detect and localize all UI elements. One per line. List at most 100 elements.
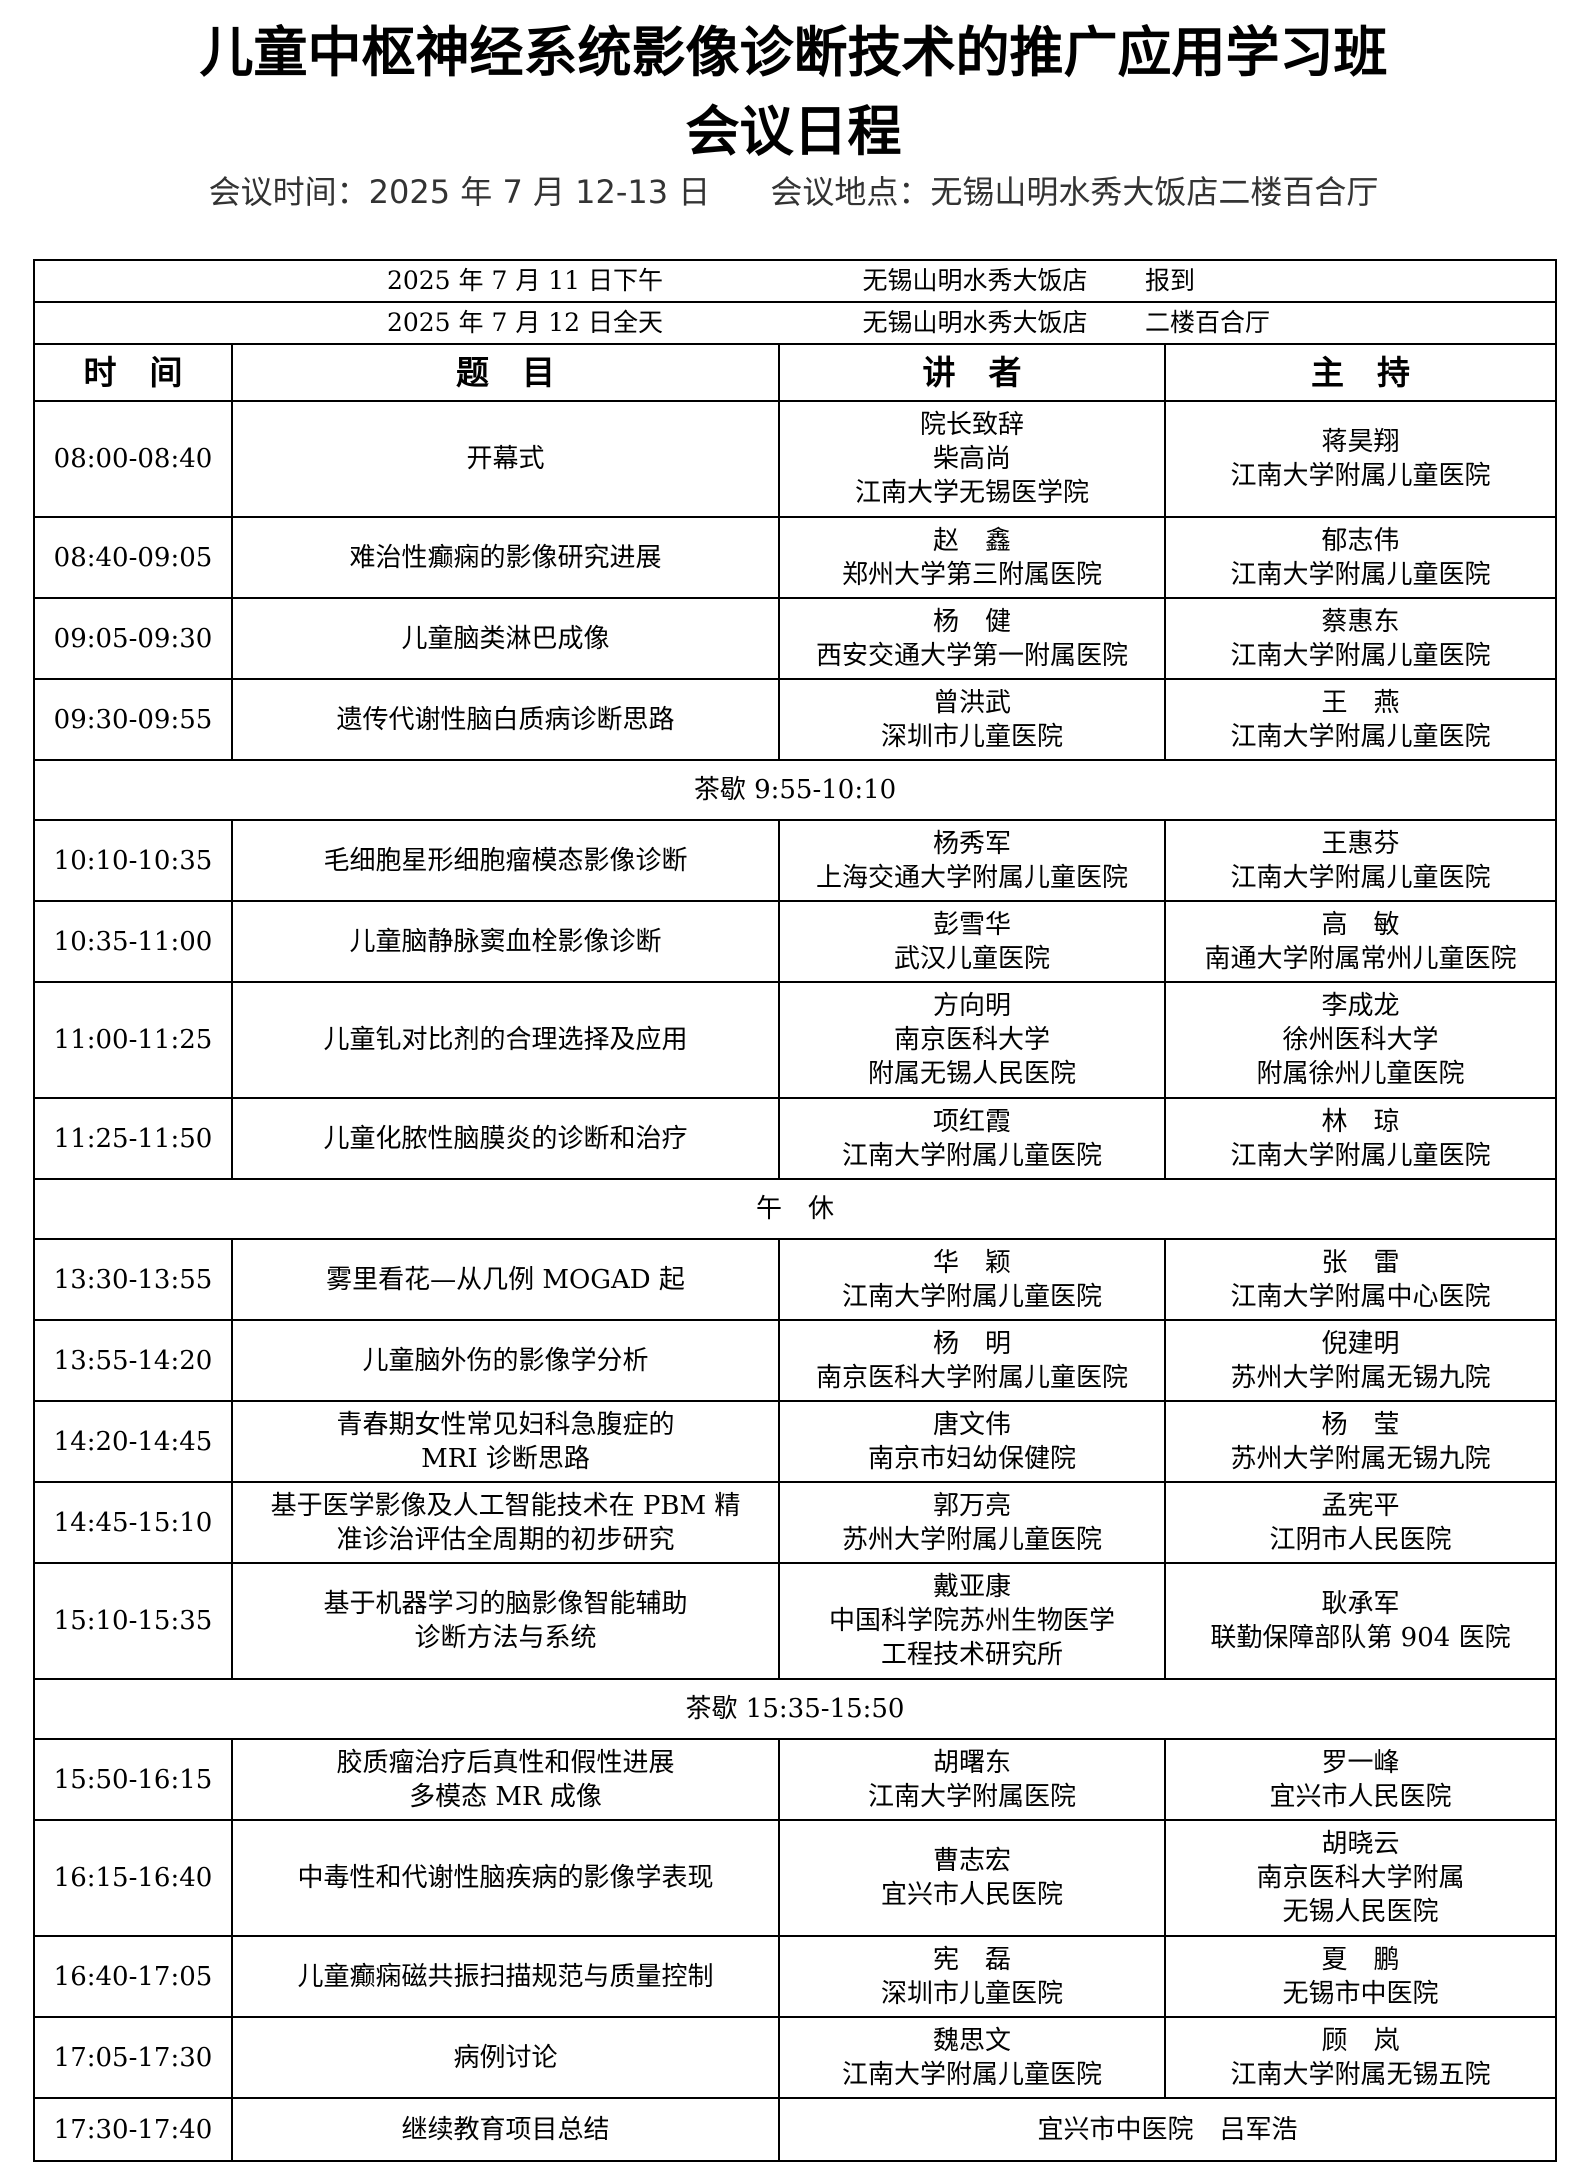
topic-line: 胶质瘤治疗后真性和假性进展 (336, 1747, 675, 1778)
time-cell: 08:40-09:05 (33, 516, 233, 599)
topic-cell: 难治性癫痫的影像研究进展 (231, 516, 780, 599)
host-line: 倪建明 (1321, 1328, 1400, 1359)
header-row: 时 间题 目讲 者主 持 (33, 343, 1557, 402)
topic-line: 准诊治评估全周期的初步研究 (336, 1524, 675, 1555)
speaker-cell: 彭雪华 武汉儿童医院 (778, 900, 1166, 983)
speaker-line: 杨秀军 (932, 828, 1011, 859)
session-row: 16:40-17:05 儿童癫痫磁共振扫描规范与质量控制 宪 磊深圳市儿童医院夏 鹏… (33, 1935, 1557, 2018)
speaker-line: 中国科学院苏州生物医学 (828, 1606, 1115, 1636)
host-cell: 张 雷江南大学附属中心医院 (1164, 1238, 1557, 1321)
topic-line: 开幕式 (466, 444, 545, 474)
host-line: 江南大学附属儿童医院 (1230, 1140, 1491, 1171)
speaker-line: 苏州大学附属儿童医院 (841, 1524, 1102, 1555)
topic-line: 基于机器学习的脑影像智能辅助 (323, 1589, 688, 1619)
break-row: 午 休 (33, 1178, 1557, 1240)
topic-line: 儿童化脓性脑膜炎的诊断和治疗 (323, 1123, 688, 1154)
topic-cell: 遗传代谢性脑白质病诊断思路 (231, 678, 780, 761)
topic-cell: 儿童脑类淋巴成像 (231, 597, 780, 680)
notice-text: 2025 年 7 月 12 日全天 (386, 308, 664, 337)
topic-cell: 病例讨论 (231, 2016, 780, 2099)
session-row: 13:30-13:55 雾里看花—从几例 MOGAD 起 华 颖江南大学附属儿童医院… (33, 1238, 1557, 1321)
speaker-cell: 魏思文 江南大学附属儿童医院 (778, 2016, 1166, 2099)
host-line: 蒋昊翔 (1321, 427, 1400, 457)
speaker-cell: 方向明 南京医科大学 附属无锡人民医院 (778, 981, 1166, 1099)
speaker-line: 南京医科大学附属儿童医院 (815, 1362, 1128, 1393)
topic-cell: 开幕式 (231, 400, 780, 518)
speaker-line: 胡曙东 (932, 1747, 1011, 1778)
time-cell: 13:30-13:55 (33, 1238, 233, 1321)
time-cell: 10:35-11:00 (33, 900, 233, 983)
host-cell: 耿承军 联勤保障部队第 904 医院 (1164, 1562, 1557, 1680)
host-line: 南通大学附属常州儿童医院 (1204, 943, 1517, 974)
notice-row: 2025 年 7 月 11 日下午 无锡山明水秀大饭店 报到 (33, 259, 1557, 303)
time-cell: 10:10-10:35 (33, 819, 233, 902)
host-cell: 王惠芬 江南大学附属儿童医院 (1164, 819, 1557, 902)
host-line: 耿承军 (1321, 1589, 1400, 1619)
time-cell: 15:50-16:15 (33, 1738, 233, 1821)
speaker-cell: 赵 鑫郑州大学第三附属医院 (778, 516, 1166, 599)
time-cell: 09:05-09:30 (33, 597, 233, 680)
host-line: 苏州大学附属无锡九院 (1230, 1443, 1491, 1474)
speaker-line: 柴高尚 (932, 444, 1011, 474)
topic-cell: 基于医学影像及人工智能技术在 PBM 精准诊治评估全周期的初步研究 (231, 1481, 780, 1564)
host-cell: 胡晓云 南京医科大学附属 无锡人民医院 (1164, 1819, 1557, 1937)
break-cell: 茶歇 9:55-10:10 (33, 759, 1557, 821)
notice-text: 二楼百合厅 (1145, 308, 1271, 337)
speaker-cell: 华 颖江南大学附属儿童医院 (778, 1238, 1166, 1321)
speaker-cell: 杨 明南京医科大学附属儿童医院 (778, 1319, 1166, 1402)
speaker-line: 西安交通大学第一附属医院 (815, 640, 1128, 671)
meeting-info: 会议时间：2025 年 7 月 12-13 日 会议地点：无锡山明水秀大饭店二楼百… (0, 170, 1587, 214)
speaker-line: 杨 明 (932, 1328, 1011, 1359)
topic-line: 病例讨论 (453, 2042, 558, 2073)
speaker-cell: 宪 磊深圳市儿童医院 (778, 1935, 1166, 2018)
topic-line: 儿童钆对比剂的合理选择及应用 (323, 1025, 688, 1055)
speaker-cell: 郭万亮 苏州大学附属儿童医院 (778, 1481, 1166, 1564)
speaker-line: 江南大学附属医院 (867, 1781, 1076, 1812)
topic-line: 儿童脑外伤的影像学分析 (362, 1345, 649, 1376)
host-cell: 李成龙 徐州医科大学 附属徐州儿童医院 (1164, 981, 1557, 1099)
host-line: 王惠芬 (1321, 828, 1400, 859)
session-row: 11:00-11:25 儿童钆对比剂的合理选择及应用 方向明 南京医科大学 附属无锡人民… (33, 981, 1557, 1099)
host-line: 孟宪平 (1321, 1490, 1400, 1521)
time-cell: 17:05-17:30 (33, 2016, 233, 2099)
host-cell: 罗一峰 宜兴市人民医院 (1164, 1738, 1557, 1821)
time-cell: 09:30-09:55 (33, 678, 233, 761)
host-line: 林 琼 (1321, 1106, 1400, 1137)
host-line: 李成龙 (1321, 991, 1400, 1021)
host-cell: 高 敏南通大学附属常州儿童医院 (1164, 900, 1557, 983)
host-line: 胡晓云 (1321, 1829, 1400, 1859)
speaker-line: 宜兴市人民医院 (880, 1880, 1063, 1910)
session-row: 11:25-11:50 儿童化脓性脑膜炎的诊断和治疗 项红霞 江南大学附属儿童医院林 … (33, 1097, 1557, 1180)
topic-line: 基于医学影像及人工智能技术在 PBM 精 (270, 1490, 741, 1521)
speaker-line: 江南大学无锡医学院 (854, 478, 1089, 508)
speaker-line: 江南大学附属儿童医院 (841, 1140, 1102, 1171)
topic-line: 难治性癫痫的影像研究进展 (349, 542, 662, 573)
host-cell: 郁志伟 江南大学附属儿童医院 (1164, 516, 1557, 599)
time-cell: 16:40-17:05 (33, 1935, 233, 2018)
host-line: 杨 莹 (1321, 1409, 1400, 1440)
time-cell: 16:15-16:40 (33, 1819, 233, 1937)
speaker-cell: 曹志宏 宜兴市人民医院 (778, 1819, 1166, 1937)
speaker-line: 曾洪武 (932, 687, 1011, 718)
speaker-cell: 唐文伟 南京市妇幼保健院 (778, 1400, 1166, 1483)
speaker-line: 江南大学附属儿童医院 (841, 1281, 1102, 1312)
speaker-line: 魏思文 (932, 2025, 1011, 2056)
topic-line: 儿童癫痫磁共振扫描规范与质量控制 (297, 1961, 714, 1992)
topic-line: 继续教育项目总结 (401, 2114, 610, 2145)
break-cell: 午 休 (33, 1178, 1557, 1240)
host-line: 宜兴市人民医院 (1269, 1781, 1452, 1812)
break-cell: 茶歇 15:35-15:50 (33, 1678, 1557, 1740)
host-line: 无锡市中医院 (1282, 1978, 1439, 2009)
speaker-cell: 戴亚康 中国科学院苏州生物医学 工程技术研究所 (778, 1562, 1166, 1680)
session-row: 08:40-09:05 难治性癫痫的影像研究进展 赵 鑫郑州大学第三附属医院 郁志伟江… (33, 516, 1557, 599)
topic-cell: 胶质瘤治疗后真性和假性进展 多模态 MR 成像 (231, 1738, 780, 1821)
host-cell: 夏 鹏无锡市中医院 (1164, 1935, 1557, 2018)
notice-text: 2025 年 7 月 11 日下午 (386, 266, 664, 295)
host-line: 江阴市人民医院 (1269, 1524, 1452, 1555)
column-header: 讲 者 (778, 343, 1166, 402)
time-cell: 08:00-08:40 (33, 400, 233, 518)
session-row: 15:50-16:15 胶质瘤治疗后真性和假性进展 多模态 MR 成像 胡曙东 江南大学… (33, 1738, 1557, 1821)
speaker-cell: 杨 健西安交通大学第一附属医院 (778, 597, 1166, 680)
speaker-cell: 院长致辞 柴高尚 江南大学无锡医学院 (778, 400, 1166, 518)
